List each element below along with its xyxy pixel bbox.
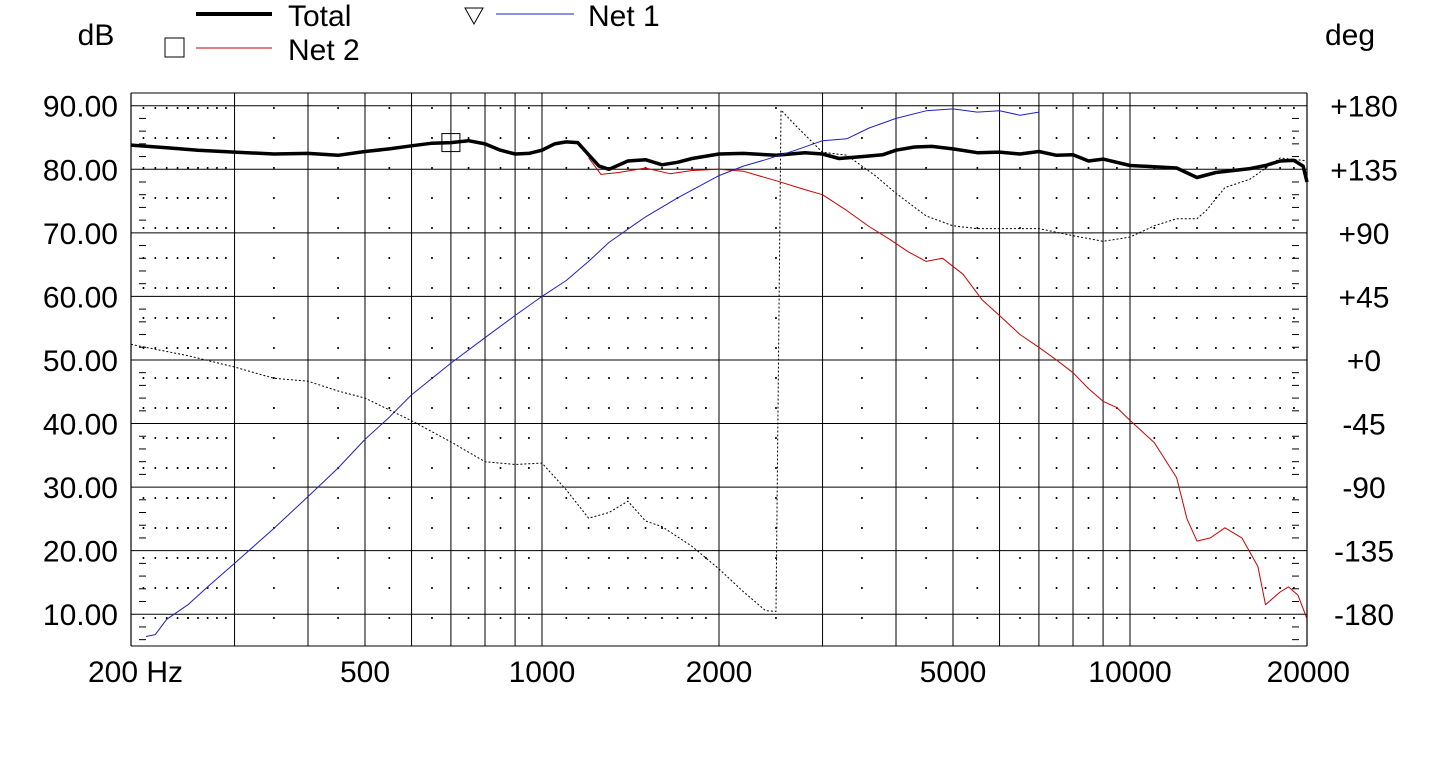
y2-tick-label: +45 bbox=[1339, 281, 1390, 314]
x-tick-label: 20000 bbox=[1267, 656, 1350, 689]
y2-tick-label: -45 bbox=[1342, 409, 1385, 442]
legend-marker-net-2 bbox=[164, 37, 185, 58]
y-tick-label: 20.00 bbox=[43, 536, 118, 569]
series-net-2 bbox=[588, 157, 1308, 619]
left-axis-title: dB bbox=[78, 19, 115, 52]
y2-tick-label: -135 bbox=[1334, 536, 1394, 569]
plot-series bbox=[130, 108, 1309, 637]
y-tick-label: 60.00 bbox=[43, 281, 118, 314]
x-tick-label: 1000 bbox=[509, 656, 576, 689]
legend-label-net-1: Net 1 bbox=[588, 0, 660, 33]
y-tick-label: 90.00 bbox=[43, 91, 118, 124]
y2-tick-label: +90 bbox=[1339, 218, 1390, 251]
x-tick-label: 5000 bbox=[920, 656, 987, 689]
y2-tick-label: +180 bbox=[1330, 91, 1398, 124]
y2-tick-label: +0 bbox=[1347, 345, 1381, 378]
y-tick-label: 70.00 bbox=[43, 218, 118, 251]
axes: 10.00 20.00 30.00 40.00 50.00 60.00 70.00 80.00… bbox=[43, 91, 1398, 689]
x-tick-label: 2000 bbox=[686, 656, 753, 689]
legend-label-net-2: Net 2 bbox=[288, 34, 360, 67]
x-tick-label: 10000 bbox=[1088, 656, 1171, 689]
series-marker-total bbox=[441, 133, 461, 153]
y-tick-label: 30.00 bbox=[43, 472, 118, 505]
y-tick-label: 40.00 bbox=[43, 409, 118, 442]
right-axis-title: deg bbox=[1325, 19, 1375, 52]
x-tick-label: 500 bbox=[340, 656, 390, 689]
y2-tick-label: +135 bbox=[1330, 154, 1398, 187]
series-phase bbox=[130, 109, 1308, 612]
y-tick-label: 50.00 bbox=[43, 345, 118, 378]
legend-marker-net-1 bbox=[464, 7, 484, 26]
series-total bbox=[130, 138, 1309, 183]
x-tick-label: 200 Hz bbox=[88, 656, 183, 689]
y2-tick-label: -180 bbox=[1334, 599, 1394, 632]
legend: Total Net 2 Net 1 bbox=[164, 0, 660, 67]
legend-label-total: Total bbox=[288, 0, 351, 33]
y2-tick-label: -90 bbox=[1342, 472, 1385, 505]
series-net-1 bbox=[145, 108, 1039, 637]
y-tick-label: 10.00 bbox=[43, 599, 118, 632]
y-tick-label: 80.00 bbox=[43, 154, 118, 187]
